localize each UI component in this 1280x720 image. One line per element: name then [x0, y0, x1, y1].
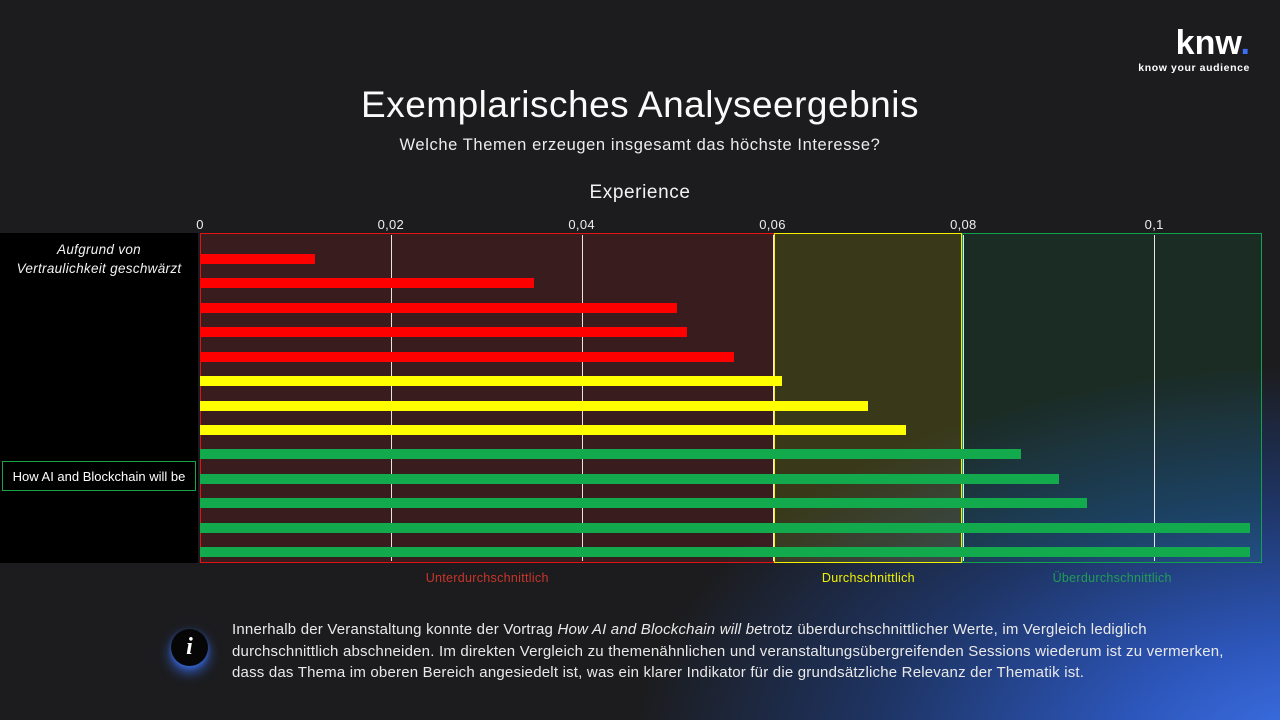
x-axis-tick-0,08: 0,08 — [950, 217, 977, 232]
bar-5 — [200, 351, 735, 362]
footnote-text: Innerhalb der Veranstaltung konnte der V… — [232, 621, 1224, 681]
highlighted-category-label: How AI and Blockchain will be — [2, 461, 196, 491]
bar-10-how-ai-and-blockchain-will-be — [200, 473, 1059, 484]
bar-11 — [200, 498, 1088, 509]
gridline — [390, 235, 392, 561]
zone-label-2: Durchschnittlich — [821, 571, 915, 585]
logo-wordmark: knw. — [1175, 24, 1250, 62]
x-axis-tick-0,1: 0,1 — [1144, 217, 1164, 232]
info-icon: i — [171, 629, 208, 666]
zone-labels-row: Unterdurchschnittlich Durchschnittlich Übe… — [200, 571, 1262, 589]
bar-6 — [200, 376, 783, 387]
plot-area — [200, 233, 1262, 563]
bar-3 — [200, 302, 678, 313]
bar-1 — [200, 254, 315, 264]
logo-dot: . — [1240, 24, 1250, 62]
x-axis-tick-0: 0 — [196, 217, 204, 232]
redaction-note: Aufgrund von Vertraulichkeit geschwärzt — [16, 242, 182, 276]
zone-label-1: Unterdurchschnittlich — [425, 571, 549, 585]
page-title: Exemplarisches Analyseergebnis — [361, 84, 919, 125]
gridline — [1154, 235, 1156, 561]
gridline — [581, 235, 583, 561]
redacted-panel: Aufgrund von Vertraulichkeit geschwärzt … — [0, 233, 198, 563]
bar-13 — [200, 547, 1250, 558]
chart-title: Experience — [589, 182, 691, 203]
x-axis-tick-0,06: 0,06 — [759, 217, 786, 232]
x-axis: 0 0,02 0,04 0,06 0,08 0,1 — [196, 217, 1262, 233]
zone-3 — [962, 233, 1262, 563]
gridline — [963, 235, 965, 561]
zone-2 — [774, 233, 963, 563]
x-axis-tick-0,04: 0,04 — [568, 217, 595, 232]
bar-7 — [200, 400, 868, 411]
bar-9 — [200, 449, 1021, 460]
zone-label-3: Überdurchschnittlich — [1052, 571, 1172, 585]
page-subtitle: Welche Themen erzeugen insgesamt das höc… — [399, 136, 881, 154]
x-axis-tick-0,02: 0,02 — [377, 217, 405, 232]
logo-tagline: know your audience — [1138, 62, 1250, 74]
logo: knw. know your audience — [1138, 26, 1250, 74]
bar-12 — [200, 522, 1250, 533]
bar-8 — [200, 424, 907, 435]
gridline — [772, 235, 774, 561]
bar-4 — [200, 327, 687, 338]
bar-2 — [200, 278, 534, 289]
